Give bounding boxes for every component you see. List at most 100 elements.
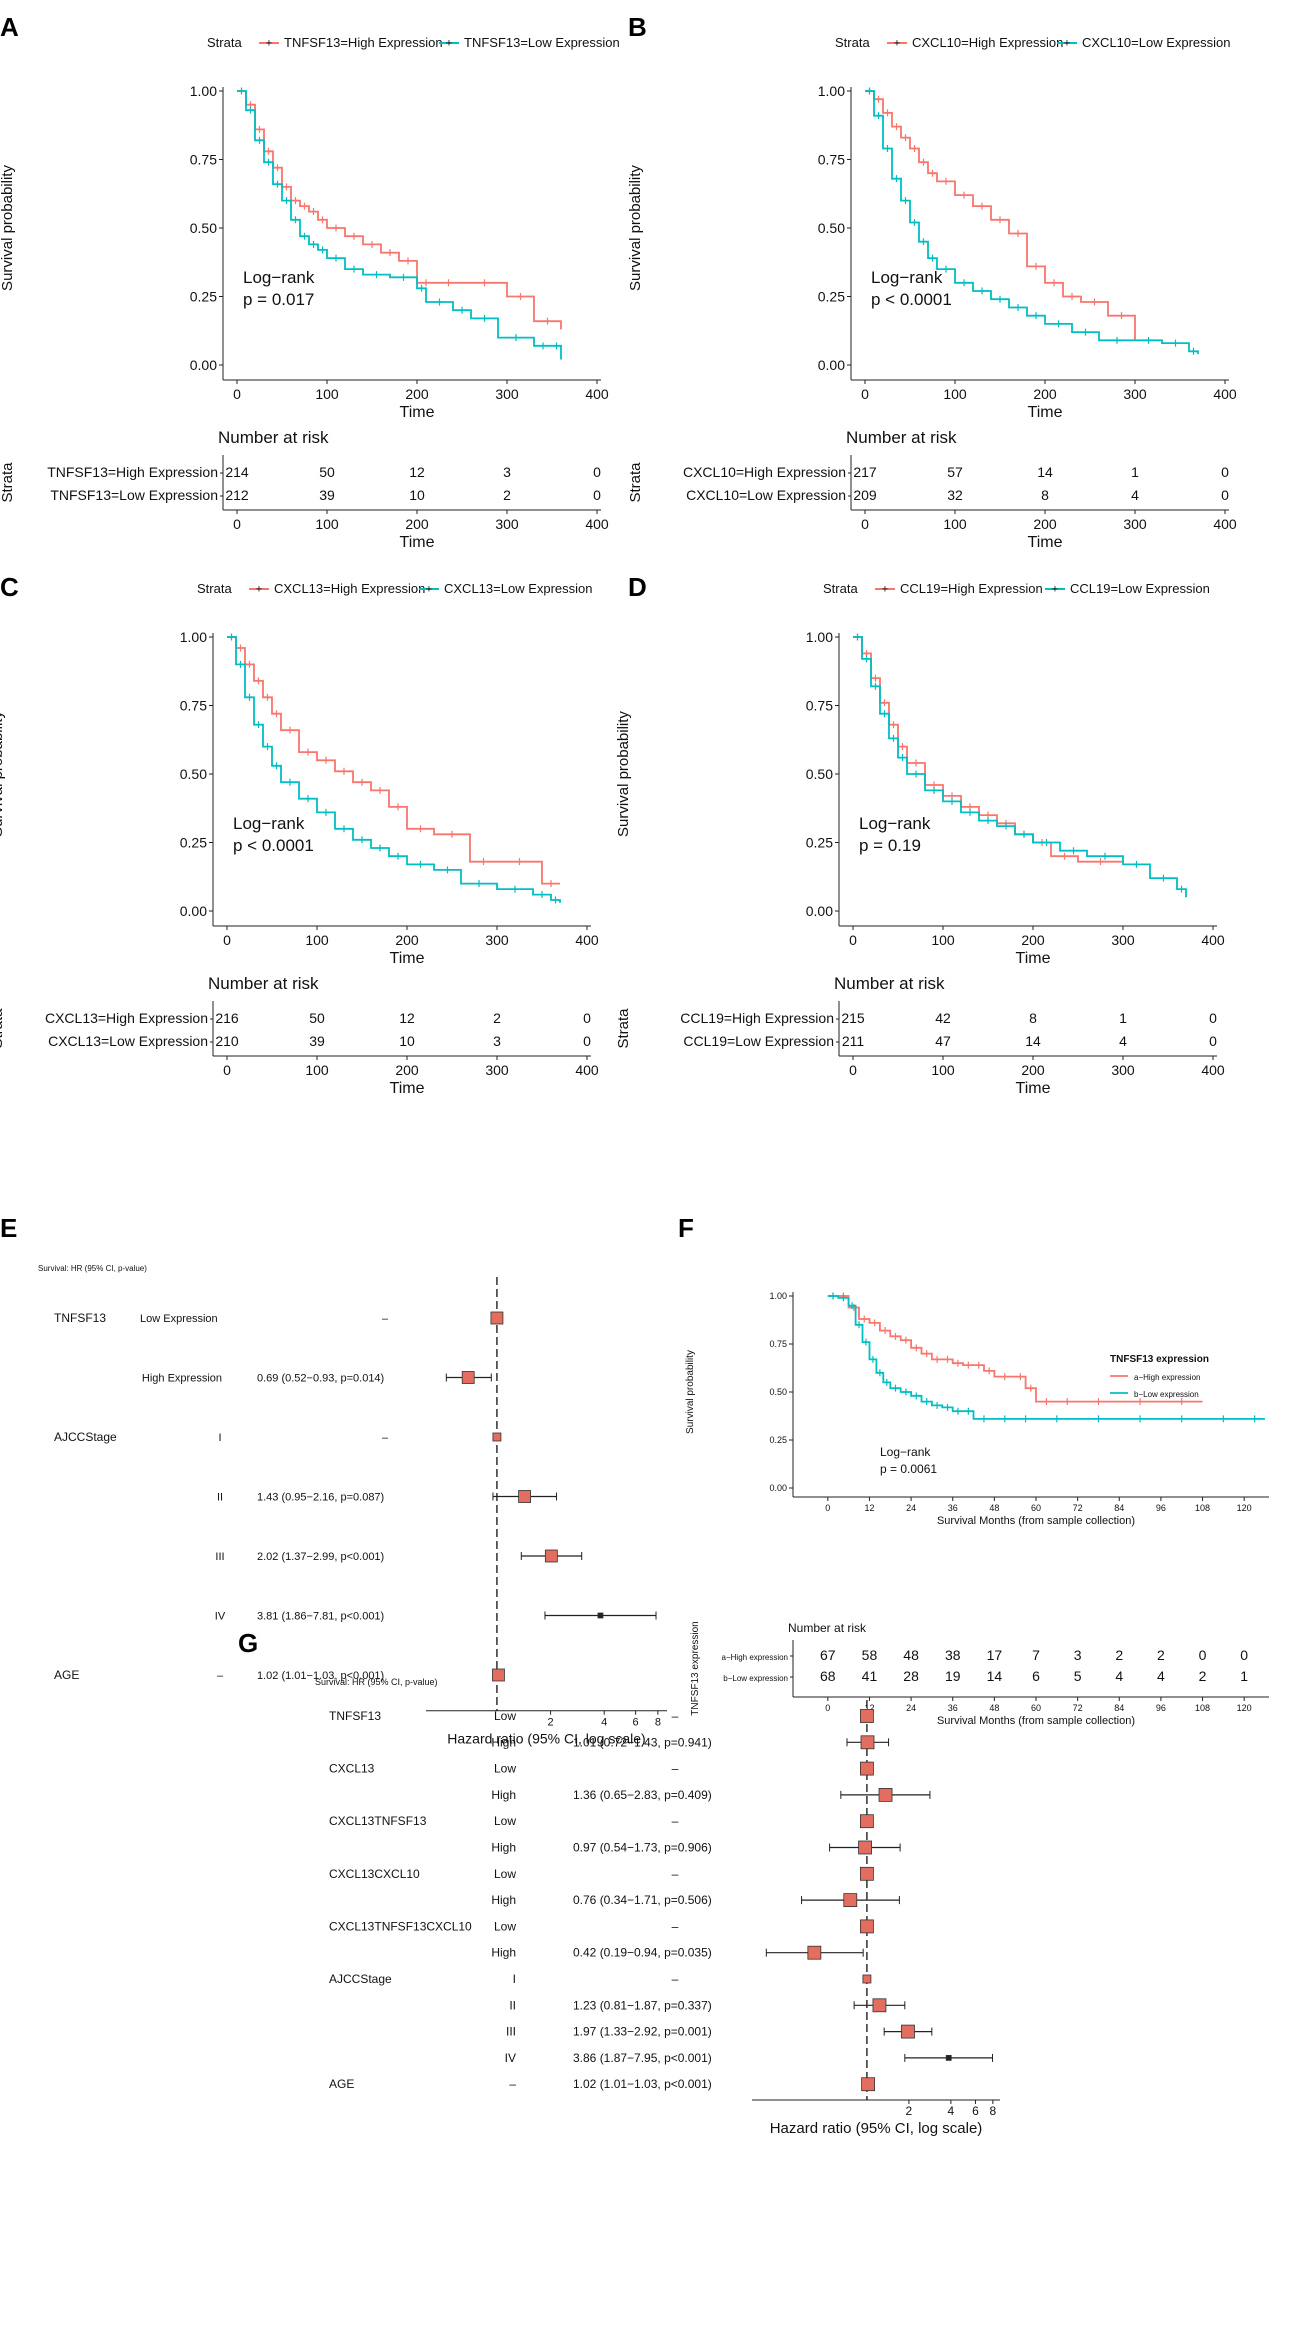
risk-x-tick-label: 300: [495, 516, 519, 532]
censor-mark: [960, 279, 968, 287]
survival-curve-1: [227, 636, 561, 903]
censor-mark: [911, 145, 918, 153]
censor-mark: [1043, 839, 1050, 846]
risk-x-tick-label: 108: [1195, 1703, 1210, 1713]
censor-mark: [911, 219, 918, 227]
risk-count: 0: [1240, 1647, 1248, 1663]
risk-x-axis-label: Time: [1028, 534, 1063, 551]
risk-count: 57: [947, 464, 963, 480]
x-tick-label: 400: [1201, 932, 1225, 948]
risk-count: 211: [842, 1033, 865, 1049]
censor-mark: [516, 858, 523, 866]
forest-estimate-text: 0.69 (0.52−0.93, p=0.014): [257, 1373, 384, 1385]
censor-mark: [376, 786, 384, 794]
forest-group-label: CXCL13TNFSF13CXCL10: [329, 1919, 472, 1933]
risk-x-tick-label: 300: [485, 1062, 509, 1078]
censor-mark: [1101, 852, 1109, 860]
survival-curve-1: [853, 636, 1187, 898]
censor-mark: [884, 145, 891, 153]
risk-count: 209: [853, 487, 877, 503]
forest-group-label: AJCCStage: [54, 1430, 117, 1444]
censor-mark: [417, 825, 424, 833]
risk-count: 19: [945, 1668, 961, 1684]
x-tick-label: 300: [485, 932, 509, 948]
risk-count: 3: [1074, 1647, 1082, 1663]
legend-title: Strata: [835, 35, 870, 50]
censor-mark: [1091, 298, 1098, 306]
forest-level-label: High: [491, 1841, 516, 1855]
x-tick-label: 100: [931, 932, 955, 948]
forest-level-label: III: [215, 1551, 224, 1563]
censor-mark: [286, 778, 294, 786]
forest-header: Survival: HR (95% CI, p-value): [315, 1677, 438, 1687]
x-tick-label: 200: [405, 386, 429, 402]
risk-count: 0: [593, 464, 601, 480]
y-tick-label: 0.50: [806, 766, 833, 782]
censor-mark: [1113, 336, 1121, 344]
forest-estimate-text: 3.81 (1.86−7.81, p<0.001): [257, 1611, 384, 1623]
risk-count: 7: [1032, 1647, 1040, 1663]
forest-level-label: IV: [215, 1611, 226, 1623]
censor-mark: [829, 1292, 837, 1300]
censor-mark: [1070, 847, 1077, 855]
x-tick-label: 72: [1073, 1503, 1083, 1513]
logrank-text-0: Log−rank: [233, 814, 305, 833]
risk-count: 2: [1115, 1647, 1123, 1663]
censor-mark: [912, 759, 920, 767]
logrank-text-1: p = 0.19: [859, 836, 921, 855]
forest-estimate-text: 0.76 (0.34−1.71, p=0.506): [573, 1893, 712, 1907]
risk-x-tick-label: 300: [1123, 516, 1147, 532]
risk-count: 10: [409, 487, 425, 503]
censor-mark: [855, 1321, 863, 1329]
panel-label-b: B: [628, 12, 647, 42]
risk-count: 67: [820, 1647, 836, 1663]
x-tick-label: 300: [495, 386, 519, 402]
censor-mark: [481, 314, 488, 322]
legend-entry-1: CCL19=Low Expression: [1070, 581, 1210, 596]
censor-mark: [400, 273, 407, 281]
censor-mark: [1178, 1398, 1186, 1406]
censor-mark: [310, 240, 317, 248]
km-plot-c: Strata + CXCL13=High Expression + CXCL13=Low…: [0, 581, 599, 1097]
risk-row-label: CXCL10=Low Expression: [686, 487, 846, 503]
censor-mark: [1055, 320, 1062, 328]
forest-estimate-text: –: [382, 1313, 389, 1325]
censor-mark: [445, 279, 452, 287]
risk-table-title: Number at risk: [218, 428, 329, 447]
censor-mark: [552, 896, 559, 904]
censor-mark: [891, 1332, 899, 1340]
forest-level-label: High: [491, 1735, 516, 1749]
censor-mark: [960, 191, 968, 199]
risk-x-tick-label: 0: [849, 1062, 857, 1078]
censor-mark: [246, 693, 253, 701]
forest-x-axis-label: Hazard ratio (95% CI, log scale): [770, 2120, 983, 2137]
forest-plot-e: Survival: HR (95% CI, p-value) 2 4 6 8 Hazard…: [38, 1264, 667, 1747]
censor-mark: [996, 295, 1004, 303]
censor-mark: [891, 1384, 899, 1392]
censor-mark: [902, 134, 909, 142]
risk-count: 0: [1221, 487, 1229, 503]
risk-count: 8: [1041, 487, 1049, 503]
censor-mark: [996, 216, 1004, 224]
x-tick-label: 60: [1031, 1503, 1041, 1513]
censor-mark: [881, 1327, 889, 1335]
x-tick-label: 100: [305, 932, 329, 948]
hr-point: [461, 1371, 475, 1384]
forest-estimate-text: 1.43 (0.95−2.16, p=0.087): [257, 1492, 384, 1504]
risk-count: 2: [1157, 1647, 1165, 1663]
censor-mark: [933, 1355, 941, 1363]
x-tick-label: 400: [1213, 386, 1237, 402]
censor-mark: [923, 1350, 931, 1358]
x-tick-label: 84: [1114, 1503, 1124, 1513]
risk-count: 14: [1037, 464, 1053, 480]
x-tick-label: 0: [223, 932, 231, 948]
risk-x-tick-label: 48: [989, 1703, 999, 1713]
y-axis-label: Survival probability: [615, 711, 632, 837]
censor-mark: [264, 693, 271, 701]
hr-point: [860, 1814, 874, 1829]
forest-level-label: IV: [505, 2051, 516, 2065]
forest-level-label: Low: [494, 1814, 516, 1828]
censor-mark: [376, 844, 384, 852]
risk-count: 210: [215, 1033, 239, 1049]
risk-count: 2: [1199, 1668, 1207, 1684]
